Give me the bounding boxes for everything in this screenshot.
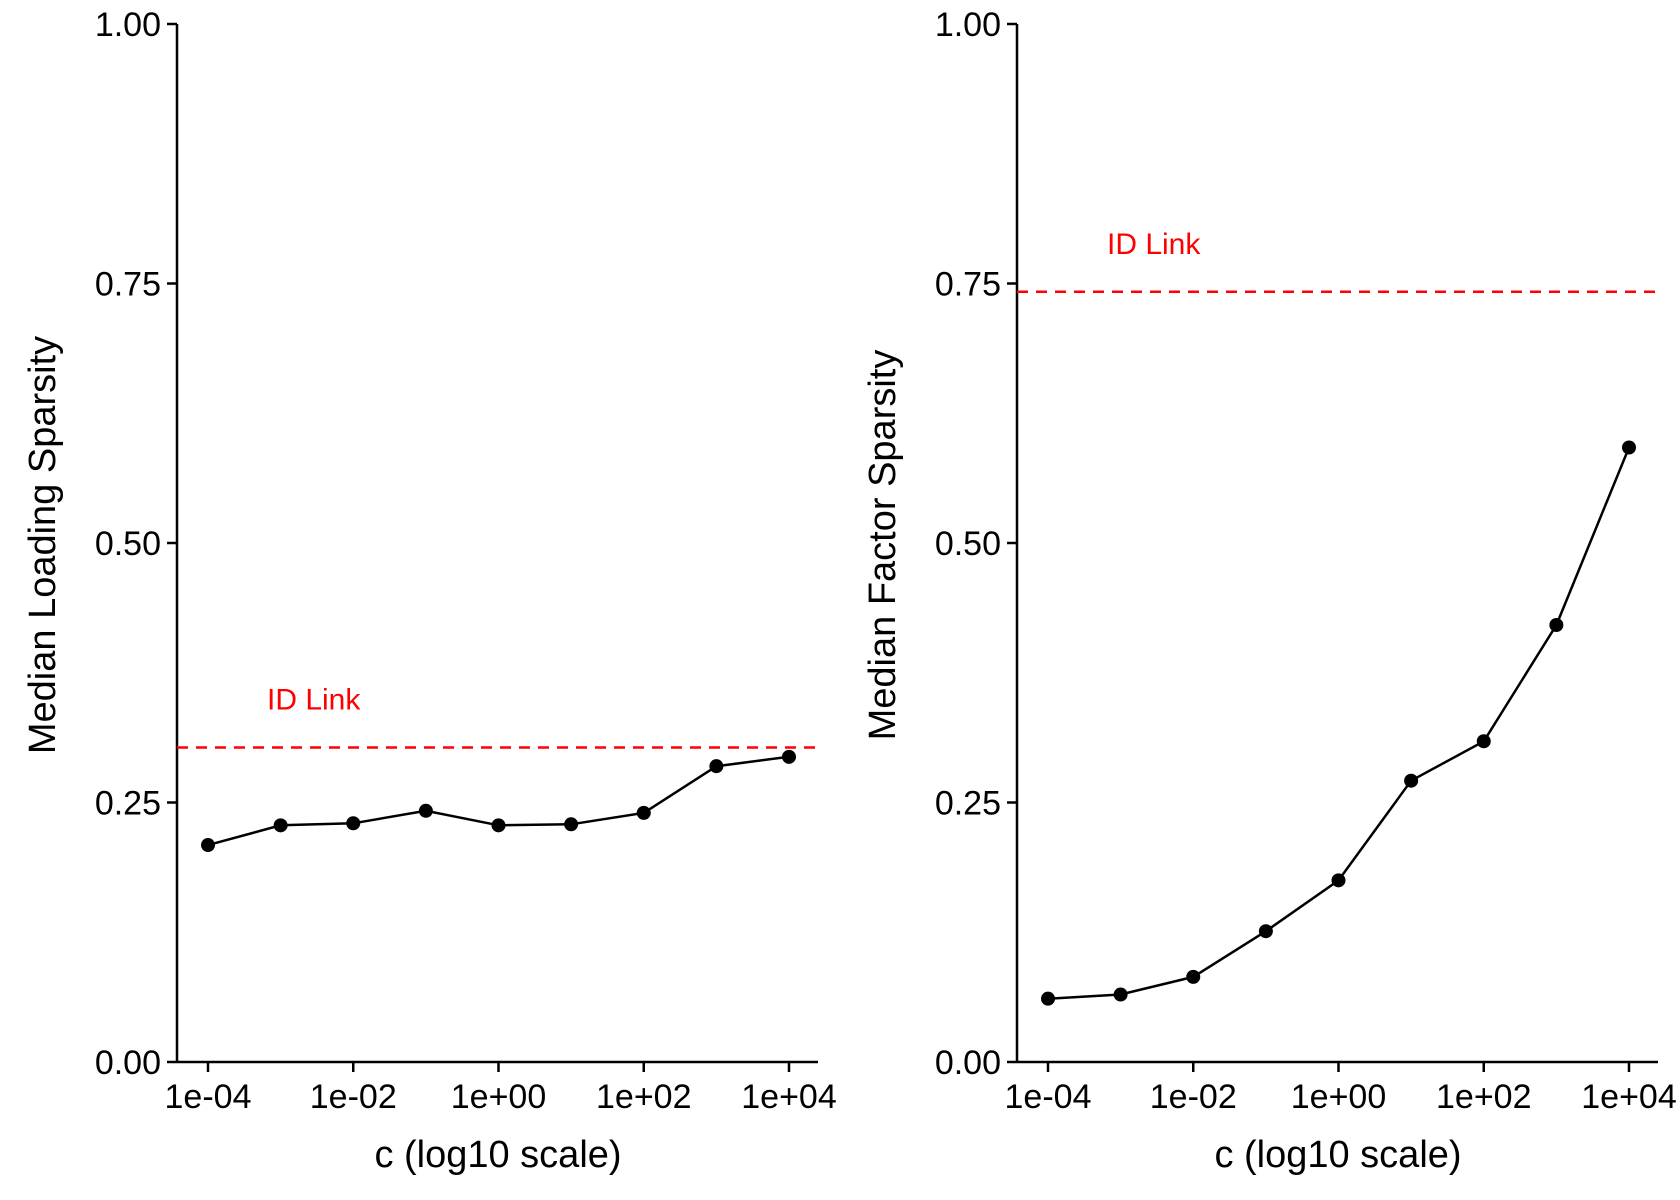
- left-data-point: [418, 803, 433, 818]
- right-x-tick-label: 1e+04: [1581, 1078, 1677, 1116]
- left-data-point: [782, 749, 796, 764]
- left-x-tick-label: 1e-04: [165, 1078, 252, 1116]
- right-data-point: [1476, 734, 1491, 749]
- right-y-tick-label: 1.00: [935, 6, 1001, 44]
- right-data-point: [1113, 987, 1128, 1002]
- right-x-axis-title: c (log10 scale): [1214, 1134, 1461, 1176]
- right-y-tick-label: 0.00: [935, 1044, 1001, 1082]
- right-y-tick-label: 0.25: [935, 785, 1001, 823]
- right-y-tick-label: 0.50: [935, 525, 1001, 563]
- right-panel-factor-sparsity: Median Factor Sparsity c (log10 scale) 0…: [862, 6, 1677, 1176]
- right-data-point: [1041, 991, 1055, 1006]
- left-data-point: [201, 838, 215, 853]
- right-x-tick-label: 1e+02: [1436, 1078, 1532, 1116]
- left-data-point: [564, 817, 579, 832]
- left-data-point: [491, 818, 506, 833]
- right-data-point: [1186, 969, 1201, 984]
- left-x-tick-label: 1e+02: [596, 1078, 692, 1116]
- left-y-tick-label: 0.00: [95, 1044, 161, 1082]
- left-data-point: [709, 759, 724, 774]
- left-x-tick-label: 1e+00: [451, 1078, 547, 1116]
- left-data-point: [636, 805, 651, 820]
- left-x-tick-label: 1e-02: [310, 1078, 397, 1116]
- left-y-tick-label: 1.00: [95, 6, 161, 44]
- left-y-tick-label: 0.75: [95, 266, 161, 304]
- left-data-point: [273, 818, 288, 833]
- right-id-link-label: ID Link: [1107, 228, 1201, 261]
- right-x-tick-label: 1e+00: [1291, 1078, 1387, 1116]
- right-y-axis-title: Median Factor Sparsity: [862, 350, 904, 741]
- left-y-tick-label: 0.25: [95, 785, 161, 823]
- left-y-axis-title: Median Loading Sparsity: [22, 336, 64, 754]
- right-series-line: [1047, 447, 1631, 1000]
- right-data-point: [1549, 618, 1564, 633]
- right-data-point: [1622, 440, 1636, 455]
- right-y-tick-label: 0.75: [935, 266, 1001, 304]
- right-x-tick-label: 1e-02: [1150, 1078, 1237, 1116]
- left-data-point: [346, 816, 361, 831]
- right-x-tick-label: 1e-04: [1005, 1078, 1092, 1116]
- left-y-tick-label: 0.50: [95, 525, 161, 563]
- right-data-point: [1331, 873, 1346, 888]
- left-x-tick-label: 1e+04: [741, 1078, 837, 1116]
- right-data-point: [1404, 773, 1419, 788]
- left-panel-loading-sparsity: Median Loading Sparsity c (log10 scale) …: [22, 6, 837, 1176]
- left-id-link-label: ID Link: [267, 683, 361, 716]
- left-x-axis-title: c (log10 scale): [374, 1134, 621, 1176]
- right-data-point: [1258, 924, 1273, 939]
